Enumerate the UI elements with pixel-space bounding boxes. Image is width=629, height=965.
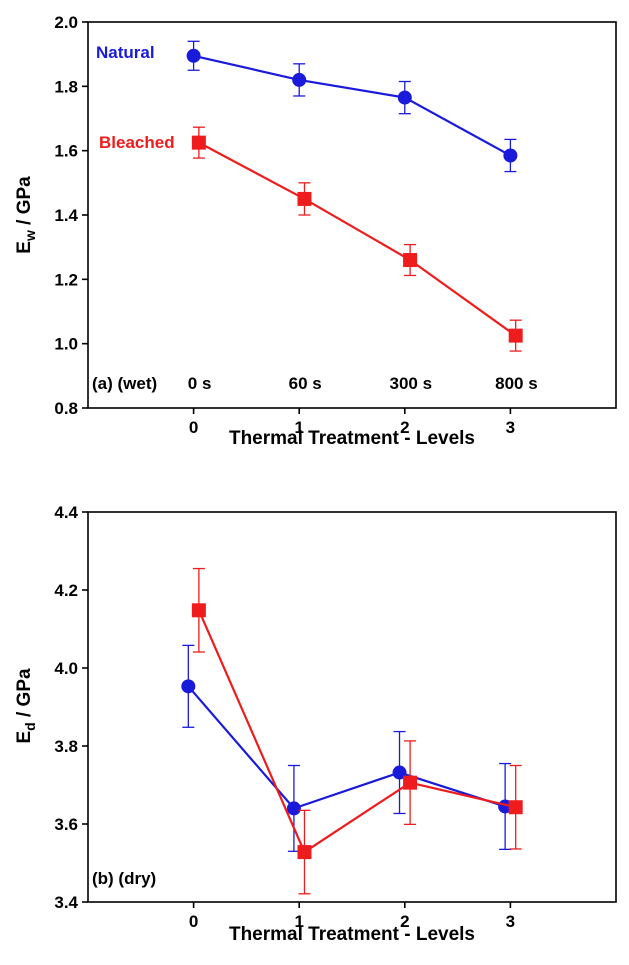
panel-a-plot-frame xyxy=(87,21,617,409)
level-label: 0 s xyxy=(188,374,212,393)
data-point xyxy=(403,775,418,790)
panel-a-y-axis-title-rest: / GPa xyxy=(14,176,35,230)
panel-a-y-axis-title: Ew / GPa xyxy=(14,176,38,254)
panel-b-y-axis: 3.4 3.6 3.8 4.0 4.2 4.4 xyxy=(54,503,88,912)
legend-natural: Natural xyxy=(96,43,155,62)
panel-b-x-tick-label: 3 xyxy=(506,912,515,931)
level-label: 60 s xyxy=(289,374,322,393)
data-point xyxy=(397,90,412,105)
panel-b-plot-frame xyxy=(87,511,617,903)
panel-a-series xyxy=(186,40,523,352)
panel-b-y-axis-title: Ed / GPa xyxy=(14,668,38,744)
data-point xyxy=(191,603,206,618)
panel-b-y-tick-label: 4.4 xyxy=(54,503,78,522)
legend-bleached: Bleached xyxy=(99,133,175,152)
data-point xyxy=(297,845,312,860)
panel-b-x-axis: 0 1 2 3 xyxy=(189,902,515,931)
panel-b-y-tick-label: 4.0 xyxy=(54,659,78,678)
panel-b-y-axis-title-sub: d xyxy=(22,722,38,731)
panel-b-y-axis-title-rest: / GPa xyxy=(14,668,35,722)
panel-b-label: (b) (dry) xyxy=(92,869,156,888)
panel-a-level-labels: 0 s 60 s 300 s 800 s xyxy=(188,374,538,393)
panel-a-y-tick-label: 0.8 xyxy=(54,399,78,418)
panel-a-y-tick-label: 1.8 xyxy=(54,77,78,96)
series-line xyxy=(198,141,517,337)
panel-a-y-axis-title-main: E xyxy=(14,241,35,254)
panel-b-series-bleached xyxy=(191,567,523,895)
panel-b-x-axis-title: Thermal Treatment - Levels xyxy=(229,924,475,945)
panel-a-wet: 0.8 1.0 1.2 1.4 1.6 1.8 2.0 0 1 2 3 Thermal Treat… xyxy=(14,13,617,449)
level-label: 800 s xyxy=(495,374,538,393)
data-point xyxy=(286,801,301,816)
panel-a-y-axis-title-sub: w xyxy=(22,230,38,242)
data-point xyxy=(191,135,206,150)
panel-b-y-tick-label: 3.4 xyxy=(54,893,78,912)
panel-a-x-axis: 0 1 2 3 xyxy=(189,408,515,437)
data-point xyxy=(297,191,312,206)
series-line xyxy=(197,609,516,854)
panel-a-y-tick-label: 2.0 xyxy=(54,13,78,32)
panel-b-x-tick-label: 0 xyxy=(189,912,198,931)
series-line xyxy=(193,54,511,157)
panel-a-series-natural xyxy=(186,40,518,173)
data-point xyxy=(181,679,196,694)
data-point xyxy=(292,72,307,87)
panel-b-dry: 3.4 3.6 3.8 4.0 4.2 4.4 0 1 2 3 Thermal Treatmen… xyxy=(14,503,617,945)
panel-a-y-tick-label: 1.0 xyxy=(54,335,78,354)
panel-a-y-tick-label: 1.4 xyxy=(54,206,78,225)
panel-a-x-tick-label: 1 xyxy=(294,418,303,437)
series-line xyxy=(187,685,506,810)
data-point xyxy=(508,800,523,815)
panel-a-y-tick-label: 1.6 xyxy=(54,142,78,161)
panel-a-x-tick-label: 0 xyxy=(189,418,198,437)
panel-b-series xyxy=(181,567,523,895)
panel-b-y-tick-label: 4.2 xyxy=(54,581,78,600)
panel-b-series-natural xyxy=(181,644,513,852)
data-point xyxy=(392,765,407,780)
panel-b-y-axis-title-main: E xyxy=(14,731,35,744)
panel-a-y-axis: 0.8 1.0 1.2 1.4 1.6 1.8 2.0 xyxy=(54,13,88,418)
data-point xyxy=(186,48,201,63)
panel-b-x-tick-label: 2 xyxy=(400,912,409,931)
panel-b-x-tick-label: 1 xyxy=(294,912,303,931)
panel-a-x-tick-label: 3 xyxy=(506,418,515,437)
panel-a-y-tick-label: 1.2 xyxy=(54,270,78,289)
data-point xyxy=(403,253,418,268)
data-point xyxy=(503,148,518,163)
panel-b-y-tick-label: 3.8 xyxy=(54,737,78,756)
level-label: 300 s xyxy=(390,374,433,393)
panel-a-label: (a) (wet) xyxy=(92,374,157,393)
panel-a-series-bleached xyxy=(191,126,523,352)
panel-b-y-tick-label: 3.6 xyxy=(54,815,78,834)
data-point xyxy=(508,328,523,343)
panel-a-x-axis-title: Thermal Treatment - Levels xyxy=(229,428,475,449)
panel-a-x-tick-label: 2 xyxy=(400,418,409,437)
